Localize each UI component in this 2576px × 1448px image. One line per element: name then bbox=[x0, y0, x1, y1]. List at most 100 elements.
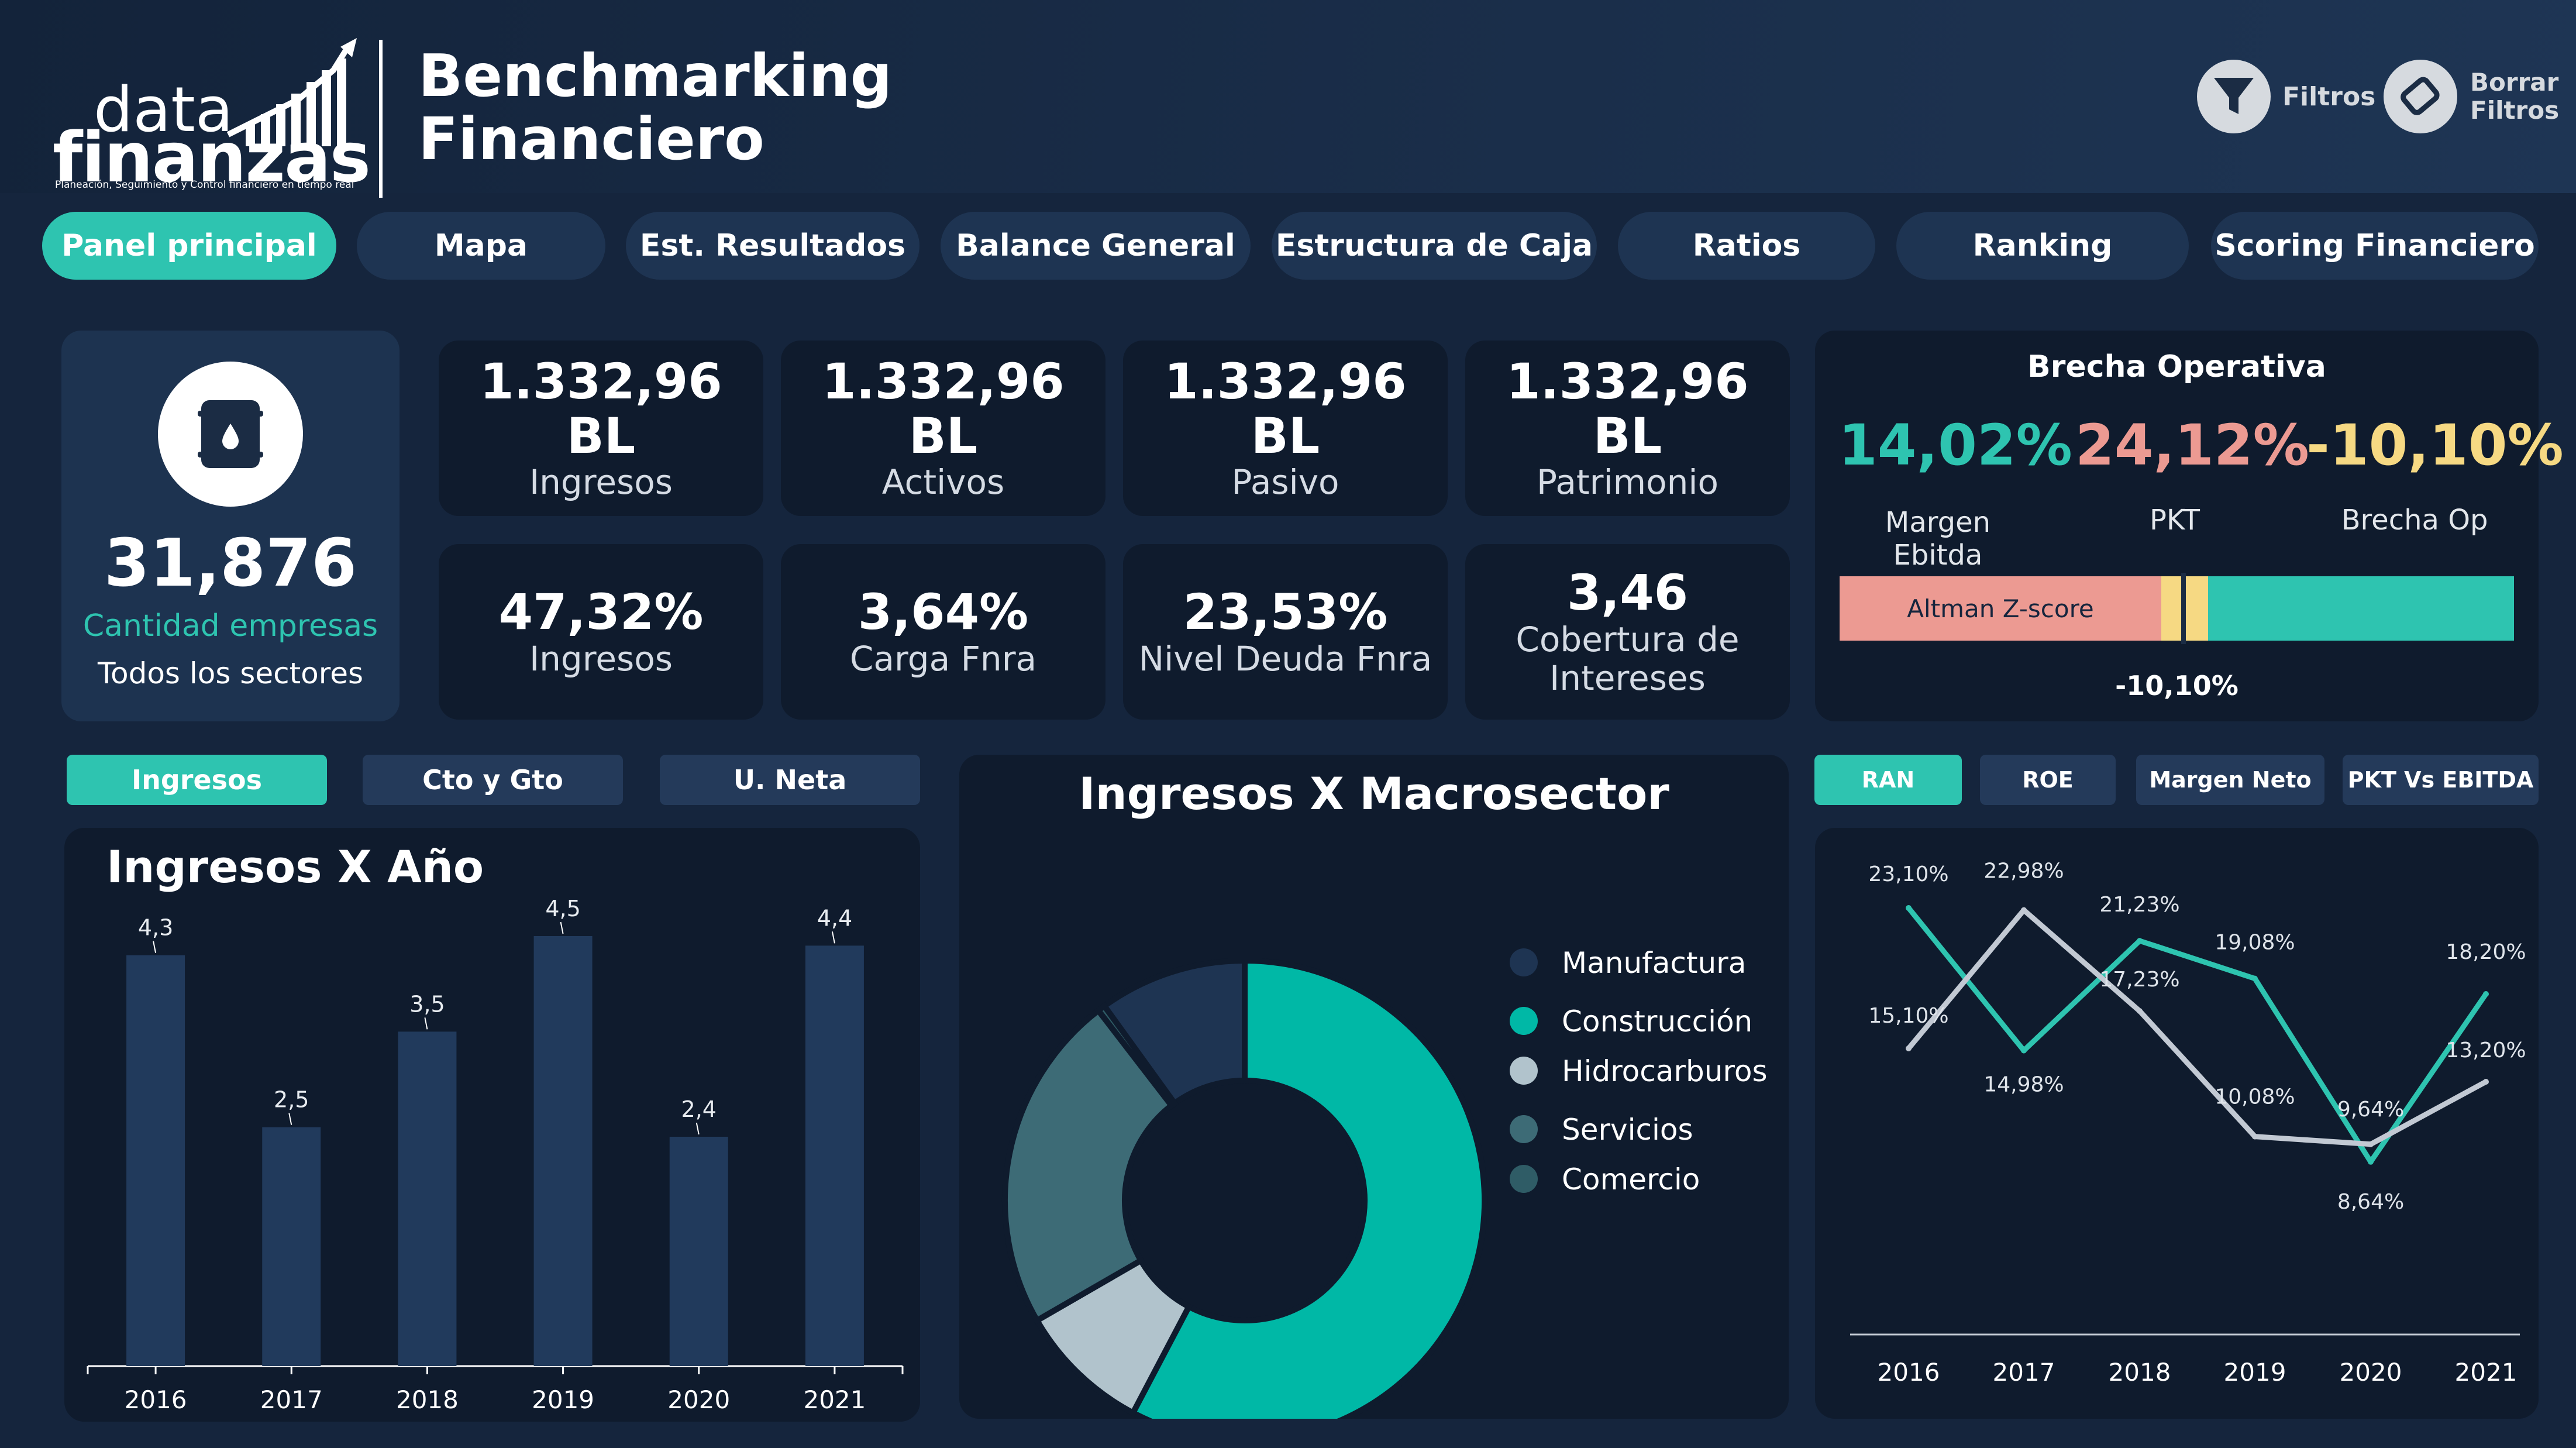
brecha-op-value: -10,10% bbox=[2306, 412, 2564, 478]
brecha-op-label: Brecha Op bbox=[2341, 504, 2488, 536]
x-tick-label: 2018 bbox=[396, 1385, 459, 1414]
data-label: 4,5 bbox=[545, 896, 580, 921]
kpi-ingresos-card: 1.332,96 BL Ingresos bbox=[439, 340, 763, 516]
donut-slice bbox=[1129, 957, 1487, 1419]
series-point bbox=[2368, 1141, 2374, 1147]
donut-slice bbox=[1094, 1002, 1179, 1110]
data-label: 2,4 bbox=[681, 1096, 717, 1122]
data-label: 18,20% bbox=[2446, 940, 2526, 964]
data-label: 19,08% bbox=[2215, 931, 2295, 955]
series-point bbox=[2137, 938, 2143, 944]
data-label: 9,64% bbox=[2337, 1098, 2404, 1122]
series-point bbox=[2252, 1133, 2258, 1140]
brecha-ebitda-label: Margen Ebitda bbox=[1885, 506, 1991, 572]
kpi-value: 47,32% bbox=[498, 583, 704, 641]
brecha-pkt-value: 24,12% bbox=[2075, 412, 2309, 478]
kpi-value: 3,64% bbox=[857, 583, 1029, 641]
legend-label: Servicios bbox=[1562, 1113, 1693, 1147]
data-label: 23,10% bbox=[1868, 862, 1948, 886]
page-title-line1: Benchmarking bbox=[418, 42, 893, 110]
series-point bbox=[2021, 907, 2027, 913]
data-label: 14,98% bbox=[1983, 1073, 2064, 1097]
altman-bar-right bbox=[2208, 576, 2514, 641]
series-point bbox=[2368, 1158, 2374, 1165]
bar-chart: 4,3 2016 2,5 2017 3,5 2018 4,5 2019 2,4 2020 4,4 20… bbox=[87, 896, 904, 1414]
donut-card: Ingresos X Macrosector Manufactura Constr… bbox=[959, 755, 1789, 1419]
data-label: 22,98% bbox=[1983, 859, 2064, 883]
tab-ranking[interactable]: Ranking bbox=[1896, 212, 2189, 280]
altman-bar: Altman Z-score bbox=[1840, 573, 2514, 644]
pill-ran[interactable]: RAN bbox=[1814, 755, 1962, 805]
tab-mapa[interactable]: Mapa bbox=[357, 212, 605, 280]
pill-u-neta[interactable]: U. Neta bbox=[660, 755, 920, 805]
series-point bbox=[2021, 1047, 2027, 1054]
tab-est-resultados[interactable]: Est. Resultados bbox=[626, 212, 919, 280]
data-label: 2,5 bbox=[274, 1087, 309, 1113]
bar bbox=[398, 1031, 457, 1366]
series-point bbox=[2252, 975, 2258, 982]
kpi-label: Nivel Deuda Fnra bbox=[1138, 638, 1432, 679]
tab-scoring-financiero[interactable]: Scoring Financiero bbox=[2211, 212, 2539, 280]
pill-roe[interactable]: ROE bbox=[1980, 755, 2116, 805]
legend-label: Construcción bbox=[1562, 1005, 1752, 1038]
companies-sector: Todos los sectores bbox=[97, 656, 364, 690]
x-tick-label: 2021 bbox=[803, 1385, 866, 1414]
series-point bbox=[2483, 1079, 2489, 1085]
data-label: 10,08% bbox=[2215, 1085, 2295, 1109]
pill-margen-neto[interactable]: Margen Neto bbox=[2136, 755, 2324, 805]
series-line bbox=[1906, 907, 2488, 1147]
pill-pkt-ebitda[interactable]: PKT Vs EBITDA bbox=[2343, 755, 2539, 805]
kpi-activos-card: 1.332,96 BL Activos bbox=[781, 340, 1106, 516]
data-label-leader bbox=[288, 1113, 292, 1125]
tab-estructura-caja[interactable]: Estructura de Caja bbox=[1272, 212, 1597, 280]
series-point bbox=[2483, 991, 2489, 997]
logo-word-finanzas: finanzas bbox=[53, 117, 371, 198]
altman-marker bbox=[2181, 573, 2186, 644]
clear-filters-label: Borrar Filtros bbox=[2470, 67, 2560, 125]
filters-button[interactable]: Filtros bbox=[2197, 59, 2375, 135]
tab-ratios[interactable]: Ratios bbox=[1618, 212, 1875, 280]
bar-chart-card: Ingresos X Año 4,3 2016 2,5 2017 3,5 2018 4,5 2… bbox=[64, 828, 920, 1422]
legend-swatch bbox=[1510, 1057, 1538, 1085]
tab-panel-principal[interactable]: Panel principal bbox=[42, 212, 336, 280]
kpi-ingresos-pct-card: 47,32% Ingresos bbox=[439, 544, 763, 720]
filters-label: Filtros bbox=[2282, 81, 2376, 112]
legend-swatch bbox=[1510, 1115, 1538, 1143]
logo: data finanzas Planeación, Seguimiento y … bbox=[53, 35, 371, 193]
kpi-label: Ingresos bbox=[529, 638, 673, 679]
legend-label: Hidrocarburos bbox=[1562, 1054, 1768, 1088]
data-label: 4,4 bbox=[817, 905, 852, 931]
clear-filters-button[interactable]: Borrar Filtros bbox=[2384, 59, 2559, 135]
data-label: 21,23% bbox=[2099, 893, 2179, 917]
data-label-leader bbox=[831, 931, 835, 944]
x-tick-label: 2020 bbox=[2340, 1358, 2402, 1387]
brecha-ebitda-value: 14,02% bbox=[1838, 412, 2072, 478]
kpi-value: 23,53% bbox=[1183, 583, 1388, 641]
oil-barrel-icon bbox=[158, 362, 303, 507]
bar bbox=[669, 1137, 728, 1366]
kpi-value: 1.332,96 BL bbox=[822, 353, 1065, 465]
kpi-label: Pasivo bbox=[1231, 462, 1339, 503]
data-label: 17,23% bbox=[2099, 968, 2179, 992]
x-tick-label: 2017 bbox=[260, 1385, 323, 1414]
eraser-icon bbox=[2384, 60, 2457, 133]
logo-chart-icon bbox=[226, 38, 357, 146]
legend-swatch bbox=[1510, 1165, 1538, 1193]
bar bbox=[126, 955, 185, 1366]
donut-slice bbox=[1002, 1006, 1176, 1325]
x-tick-label: 2017 bbox=[1993, 1358, 2055, 1387]
companies-count: 31,876 bbox=[104, 525, 357, 602]
logo-word-data: data bbox=[94, 74, 233, 146]
pill-cto-gto[interactable]: Cto y Gto bbox=[363, 755, 623, 805]
donut-chart: Manufactura Construcción Hidrocarburos Serv… bbox=[1002, 946, 1768, 1419]
kpi-patrimonio-card: 1.332,96 BL Patrimonio bbox=[1465, 340, 1790, 516]
page-title: Benchmarking Financiero bbox=[418, 44, 892, 171]
data-label: 8,64% bbox=[2337, 1190, 2404, 1214]
data-label: 13,20% bbox=[2446, 1038, 2526, 1062]
brecha-card: Brecha Operativa 14,02% 24,12% -10,10% M… bbox=[1815, 331, 2564, 721]
pill-ingresos[interactable]: Ingresos bbox=[67, 755, 327, 805]
bar bbox=[533, 936, 593, 1366]
tab-balance-general[interactable]: Balance General bbox=[941, 212, 1251, 280]
data-label: 3,5 bbox=[409, 991, 445, 1017]
kpi-pasivo-card: 1.332,96 BL Pasivo bbox=[1123, 340, 1448, 516]
